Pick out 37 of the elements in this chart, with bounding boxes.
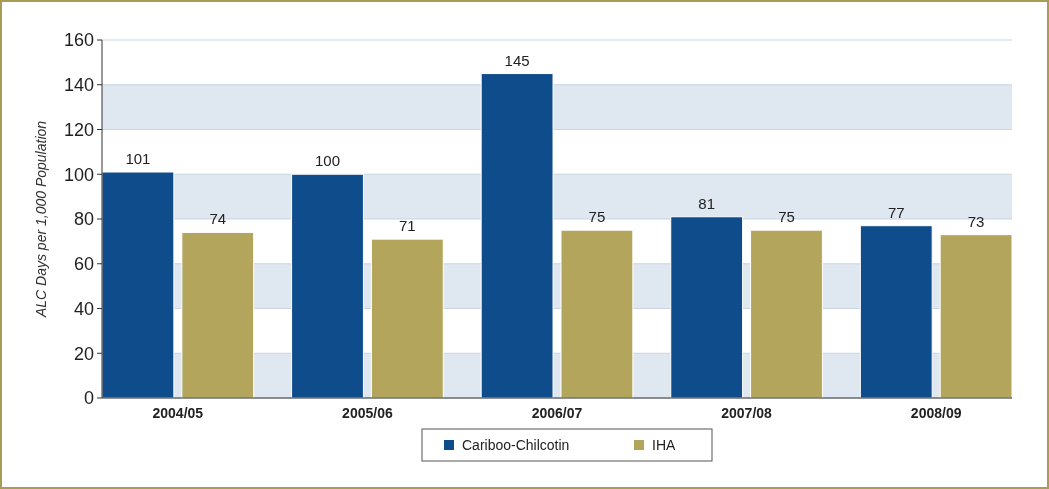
- y-tick-label: 120: [63, 119, 94, 140]
- data-label: 81: [698, 194, 716, 212]
- x-tick-label: 2006/07: [531, 405, 583, 421]
- data-label: 75: [778, 208, 795, 226]
- data-label: 145: [504, 51, 530, 69]
- x-tick-label: 2007/08: [721, 405, 773, 421]
- bar: [101, 171, 175, 399]
- data-label: 77: [887, 203, 905, 221]
- data-label: 71: [398, 217, 416, 235]
- y-tick-label: 100: [63, 164, 94, 185]
- data-label: 100: [314, 152, 341, 170]
- bar: [670, 216, 744, 399]
- legend-label: Cariboo-Chilcotin: [462, 436, 570, 453]
- y-tick-label: 20: [73, 343, 94, 364]
- bar: [859, 225, 933, 399]
- y-tick-label: 40: [73, 298, 94, 319]
- y-axis-title: ALC Days per 1,000 Population: [33, 120, 49, 319]
- data-label: 74: [209, 210, 227, 228]
- bar: [750, 229, 823, 399]
- data-label: 73: [967, 212, 985, 230]
- bar: [939, 234, 1013, 399]
- x-tick-label: 2008/09: [910, 405, 962, 421]
- bar: [181, 231, 255, 399]
- y-tick-label: 0: [83, 388, 94, 409]
- x-tick-label: 2005/06: [342, 405, 393, 421]
- y-tick-label: 160: [63, 30, 94, 51]
- bar: [291, 173, 364, 399]
- bar: [480, 73, 554, 399]
- y-tick-label: 60: [73, 254, 94, 275]
- data-label: 101: [125, 150, 151, 168]
- legend-label: IHA: [652, 436, 676, 453]
- y-tick-label: 140: [63, 75, 94, 96]
- data-label: 75: [588, 208, 606, 226]
- x-tick-label: 2004/05: [152, 405, 204, 421]
- bar: [370, 238, 444, 399]
- y-tick-label: 80: [73, 209, 94, 230]
- bar: [560, 229, 634, 399]
